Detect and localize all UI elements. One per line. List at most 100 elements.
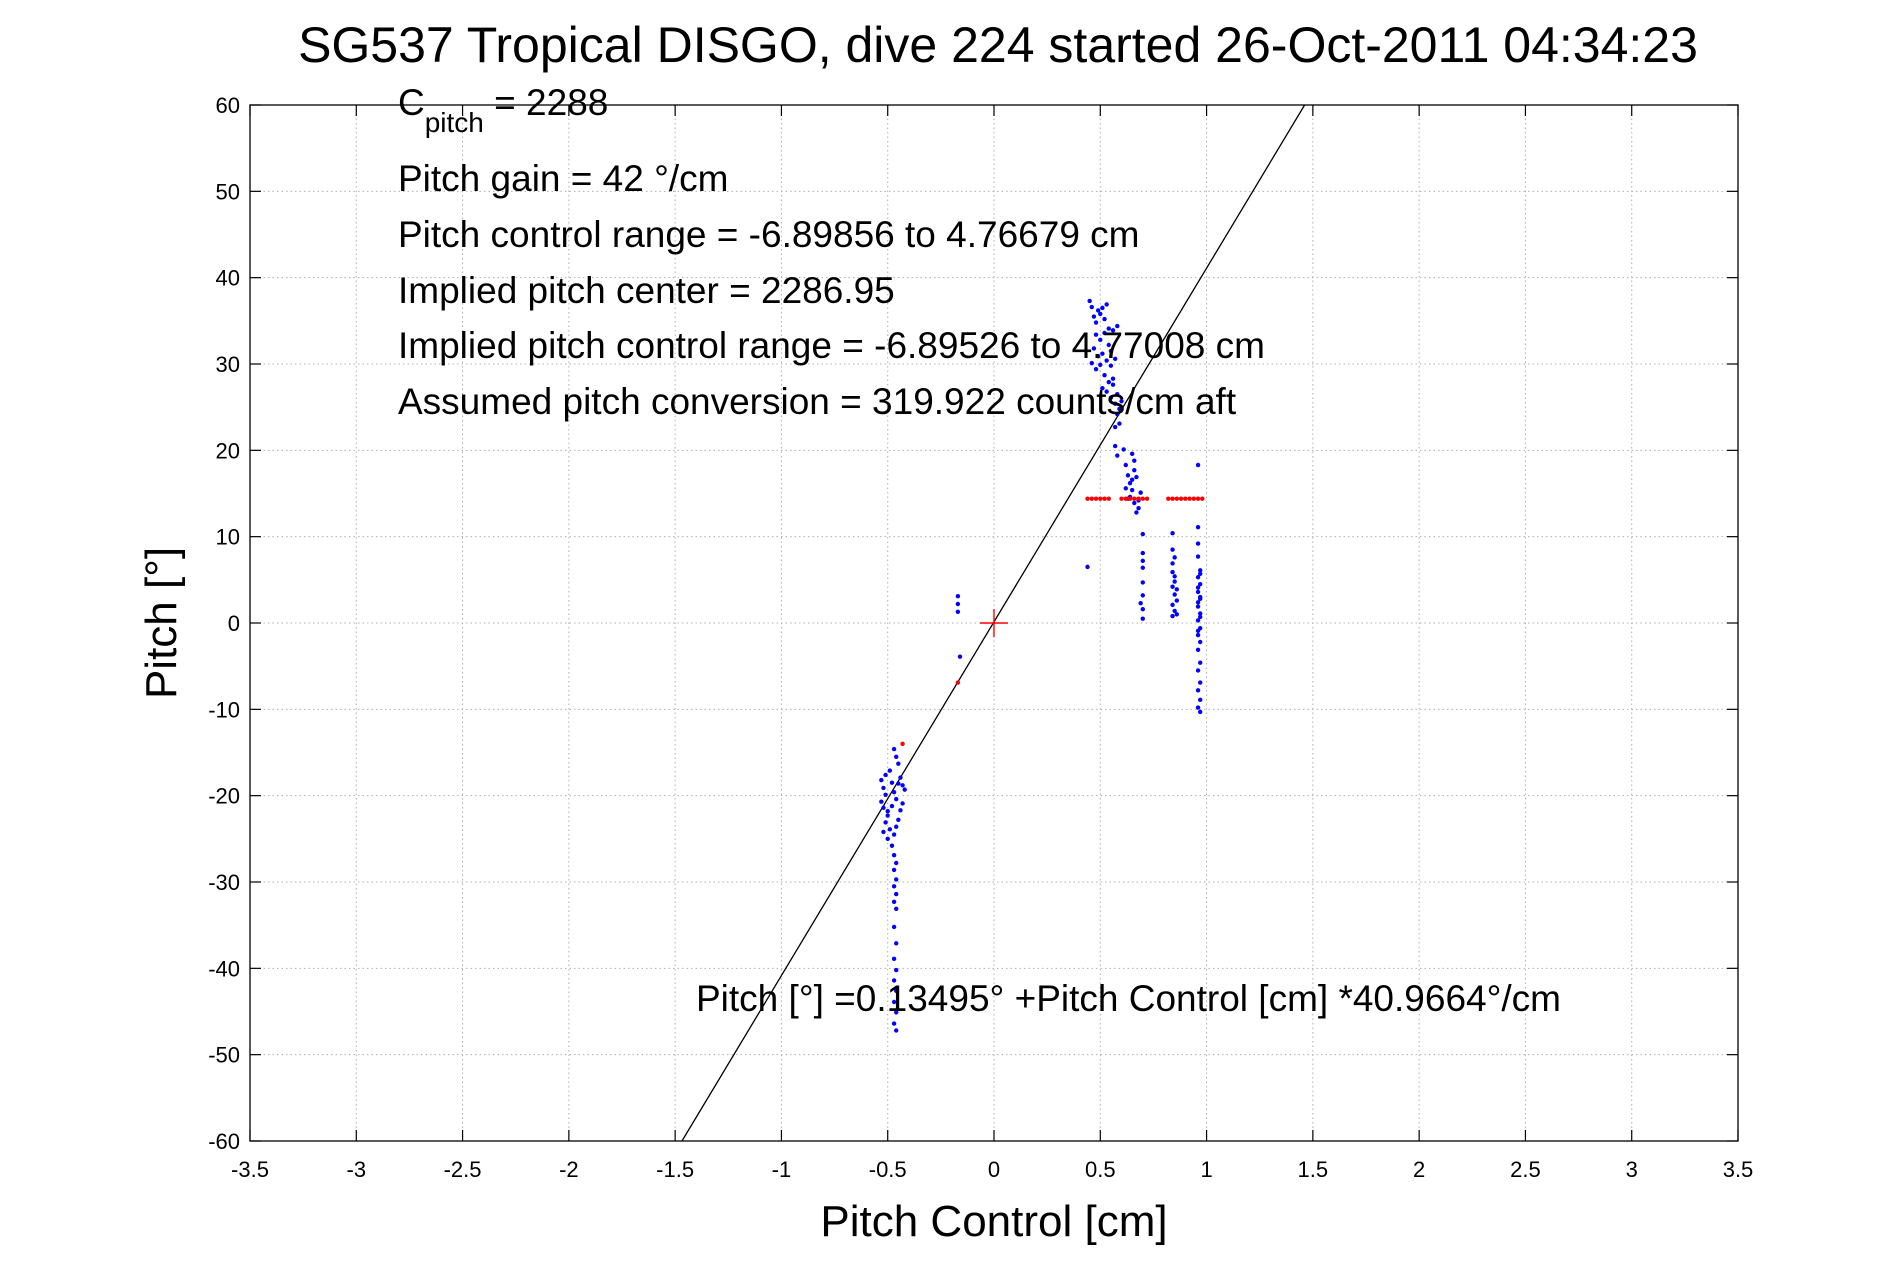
data-point-red	[1140, 496, 1146, 501]
data-point-blue	[891, 746, 897, 752]
data-point-red	[1144, 496, 1150, 501]
data-point-blue	[1170, 569, 1175, 575]
data-point-blue	[1140, 531, 1146, 537]
data-point-blue	[1174, 612, 1180, 617]
data-point-blue	[1121, 447, 1126, 452]
data-point-blue	[900, 783, 905, 788]
data-point-blue	[1112, 356, 1118, 362]
data-point-blue	[885, 836, 890, 842]
data-point-blue	[1093, 332, 1099, 337]
data-point-blue	[891, 832, 897, 837]
data-point-blue	[1197, 614, 1203, 620]
data-point-blue	[1170, 584, 1175, 589]
data-point-red	[1085, 496, 1090, 501]
data-point-blue	[1102, 373, 1107, 378]
data-point-blue	[1123, 486, 1128, 491]
x-tick-label: -2	[559, 1157, 579, 1182]
data-point-blue	[894, 1028, 899, 1033]
data-point-blue	[1170, 602, 1175, 608]
x-tick-label: -1	[772, 1157, 792, 1182]
data-point-blue	[1140, 580, 1146, 585]
data-point-blue	[894, 967, 899, 973]
data-point-blue	[1136, 505, 1141, 511]
data-point-blue	[891, 867, 897, 873]
data-point-blue	[1138, 600, 1143, 606]
data-points	[879, 298, 1205, 1033]
data-point-blue	[1132, 458, 1137, 463]
data-point-blue	[900, 801, 905, 806]
annotation-cpitch-main: C	[398, 82, 425, 123]
annotation-fit-equation: Pitch [°] =0.13495° +Pitch Control [cm] …	[696, 978, 1561, 1019]
data-point-blue	[1104, 302, 1109, 307]
data-point-blue	[894, 941, 899, 946]
data-point-blue	[1195, 600, 1201, 605]
data-point-blue	[1119, 398, 1124, 404]
x-axis-label: Pitch Control [cm]	[820, 1197, 1167, 1246]
data-point-blue	[1195, 585, 1201, 590]
data-point-blue	[1197, 611, 1203, 616]
data-point-red	[1166, 496, 1171, 501]
data-point-blue	[894, 824, 899, 829]
data-point-blue	[1195, 589, 1201, 595]
data-point-red	[1106, 496, 1111, 501]
annotation-pitch-gain: Pitch gain = 42 °/cm	[398, 158, 729, 199]
data-point-blue	[1115, 453, 1120, 458]
data-point-red	[1093, 496, 1099, 501]
data-point-blue	[1102, 316, 1107, 322]
data-point-blue	[894, 891, 899, 897]
data-point-blue	[1108, 348, 1114, 354]
data-point-blue	[1129, 477, 1135, 482]
data-point-red	[1119, 496, 1124, 501]
data-point-blue	[891, 1021, 897, 1026]
center-marker	[980, 609, 1008, 637]
data-point-red	[1127, 496, 1133, 501]
x-tick-label: -1.5	[656, 1157, 694, 1182]
x-tick-label: -2.5	[444, 1157, 482, 1182]
data-point-blue	[1172, 579, 1177, 584]
data-point-blue	[896, 781, 901, 786]
data-point-blue	[1098, 362, 1103, 368]
data-point-blue	[1102, 330, 1107, 336]
data-point-blue	[1117, 406, 1122, 412]
data-point-blue	[883, 792, 888, 798]
annotation-implied-range: Implied pitch control range = -6.89526 t…	[398, 325, 1265, 366]
data-point-blue	[1104, 389, 1109, 394]
y-tick-label: -50	[208, 1043, 240, 1068]
data-point-blue	[1110, 382, 1116, 387]
x-tick-label: 3.5	[1723, 1157, 1754, 1182]
y-tick-label: 60	[216, 93, 240, 118]
x-tick-label: -3	[347, 1157, 367, 1182]
y-tick-label: 0	[228, 611, 240, 636]
data-point-blue	[1172, 608, 1177, 614]
data-point-blue	[1195, 647, 1201, 652]
data-point-blue	[1106, 342, 1111, 348]
data-point-blue	[1100, 305, 1105, 311]
data-point-blue	[1197, 660, 1203, 665]
x-tick-label: 1	[1200, 1157, 1212, 1182]
data-point-blue	[1195, 604, 1201, 609]
data-point-blue	[881, 785, 886, 791]
data-point-blue	[1091, 346, 1097, 351]
data-point-blue	[894, 796, 899, 802]
data-point-red	[1170, 496, 1175, 501]
y-tick-label: -40	[208, 956, 240, 981]
data-point-blue	[955, 609, 961, 614]
y-tick-label: -10	[208, 697, 240, 722]
data-point-blue	[1129, 487, 1135, 493]
y-axis-label: Pitch [°]	[137, 547, 186, 699]
data-point-red	[1174, 496, 1180, 501]
data-point-blue	[1132, 467, 1137, 473]
data-point-blue	[1087, 298, 1092, 304]
data-point-blue	[1093, 366, 1099, 372]
data-point-blue	[885, 813, 890, 818]
data-point-blue	[891, 899, 897, 905]
data-point-blue	[1100, 351, 1105, 356]
data-point-blue	[1129, 451, 1135, 456]
data-point-blue	[1195, 462, 1201, 468]
annotation-cpitch-sub: pitch	[425, 107, 484, 138]
data-point-blue	[1174, 587, 1180, 592]
data-point-blue	[887, 827, 893, 832]
data-point-blue	[1140, 616, 1146, 621]
data-point-blue	[1195, 618, 1201, 623]
